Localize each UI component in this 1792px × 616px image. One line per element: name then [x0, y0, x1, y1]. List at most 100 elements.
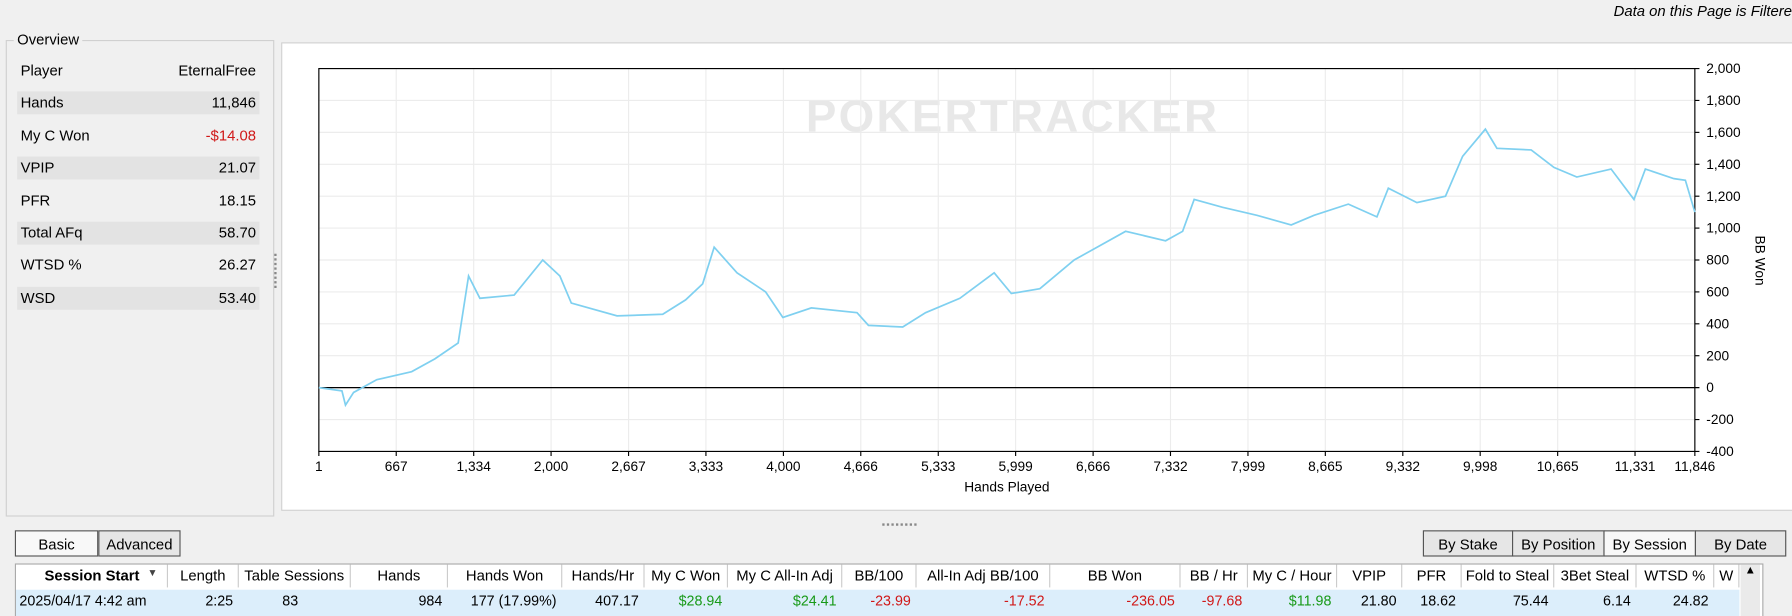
x-tick-label: 9,998	[1463, 459, 1498, 474]
overview-row: Total AFq 58.70	[17, 221, 260, 245]
selected-row[interactable]	[15, 589, 1740, 616]
x-tick-label: 11,331	[1615, 459, 1656, 474]
table-cell: -23.99	[870, 593, 911, 610]
splitter[interactable]	[274, 253, 279, 288]
plot-frame	[318, 67, 1696, 452]
overview-value: 26.27	[218, 256, 256, 274]
overview-value: -$14.08	[205, 126, 256, 144]
column-header[interactable]: Hands	[351, 564, 448, 588]
table-cell: 407.17	[595, 593, 639, 610]
y-axis-title: BB Won	[1752, 236, 1767, 286]
x-tick-label: 6,666	[1076, 459, 1111, 474]
y-tick-label: 1,400	[1706, 157, 1741, 172]
x-axis-title: Hands Played	[964, 479, 1049, 494]
column-header[interactable]: My C Won	[645, 564, 728, 588]
column-header[interactable]: My C All-In Adj	[728, 564, 843, 588]
table-cell: 6.14	[1603, 593, 1631, 610]
x-tick-label: 2,000	[534, 459, 569, 474]
overview-row: Hands 11,846	[17, 91, 260, 115]
table-cell: -236.05	[1126, 593, 1175, 610]
x-tick-label: 2,667	[611, 459, 645, 474]
x-tick-label: 10,665	[1537, 459, 1579, 474]
overview-label: Hands	[20, 94, 64, 112]
group-button[interactable]: By Date	[1694, 530, 1787, 557]
overview-label: WSD	[20, 288, 56, 307]
overview-value: 53.40	[218, 288, 256, 307]
column-header[interactable]: BB Won	[1050, 564, 1181, 588]
x-tick-label: 5,999	[998, 459, 1032, 474]
column-header[interactable]: Length	[168, 564, 239, 588]
overview-label: PFR	[20, 191, 51, 209]
overview-label: Total AFq	[20, 223, 83, 242]
overview-row: PFR 18.15	[17, 189, 259, 212]
y-tick-label: 400	[1706, 316, 1729, 331]
sort-arrow: ▼	[147, 566, 158, 579]
overview-row: WTSD % 26.27	[17, 254, 259, 277]
table-cell: $28.94	[678, 593, 723, 610]
y-tick-label: 0	[1706, 380, 1714, 395]
column-header[interactable]: PFR	[1402, 564, 1462, 588]
overview-value: 21.07	[218, 159, 256, 177]
overview-panel	[5, 39, 275, 517]
y-tick-label: 1,800	[1706, 93, 1741, 108]
group-button[interactable]: By Session	[1603, 530, 1696, 557]
splitter[interactable]	[882, 523, 917, 528]
table-cell: $24.41	[792, 593, 837, 610]
column-header[interactable]: Hands/Hr	[562, 564, 645, 588]
overview-row: VPIP 21.07	[17, 156, 260, 180]
view-button[interactable]: Advanced	[98, 530, 181, 557]
overview-value: EternalFree	[178, 61, 256, 79]
table-cell: 2025/04/17 4:42 am	[19, 593, 147, 610]
table-cell: -17.52	[1004, 593, 1045, 610]
column-header[interactable]: BB/100	[842, 564, 917, 588]
x-tick-label: 667	[385, 459, 408, 474]
column-header[interactable]: My C / Hour	[1248, 564, 1338, 588]
x-tick-label: 3,333	[689, 459, 724, 474]
x-tick-label: 4,666	[844, 459, 879, 474]
column-header[interactable]: VPIP	[1337, 564, 1403, 588]
column-header[interactable]: W	[1714, 564, 1740, 588]
y-tick-label: 200	[1706, 348, 1729, 363]
table-cell: 21.80	[1360, 593, 1397, 610]
overview-label: My C Won	[20, 126, 90, 144]
overview-label: WTSD %	[20, 256, 82, 274]
column-header[interactable]: WTSD %	[1637, 564, 1715, 588]
overview-row: WSD 53.40	[17, 286, 260, 310]
overview-value: 18.15	[218, 191, 256, 209]
overview-label: Player	[20, 61, 63, 79]
x-tick-label: 1	[315, 459, 323, 474]
column-header[interactable]: All-In Adj BB/100	[917, 564, 1051, 588]
column-header[interactable]: Hands Won	[448, 564, 563, 588]
table-cell: 75.44	[1512, 593, 1549, 610]
y-tick-label: 800	[1706, 253, 1729, 268]
table-cell: 83	[282, 593, 299, 610]
view-button[interactable]: Basic	[14, 530, 99, 557]
table-cell: 177 (17.99%)	[470, 593, 557, 610]
y-tick-label: 1,000	[1706, 221, 1741, 236]
y-tick-label: 1,200	[1706, 189, 1741, 204]
y-tick-label: 1,600	[1706, 125, 1741, 140]
x-tick-label: 7,332	[1153, 459, 1187, 474]
watermark: POKERTRACKER	[806, 90, 1219, 141]
table-cell: 984	[418, 593, 443, 610]
scrollbar[interactable]: ▲	[1740, 564, 1760, 616]
column-header[interactable]: Fold to Steal	[1462, 564, 1555, 588]
column-header[interactable]: Table Sessions	[239, 564, 351, 588]
column-header[interactable]: 3Bet Steal	[1554, 564, 1637, 588]
x-tick-label: 8,665	[1308, 459, 1343, 474]
table-cell: 2:25	[205, 593, 234, 610]
table-cell: $11.98	[1288, 593, 1332, 610]
overview-value: 58.70	[218, 223, 256, 242]
overview-row: My C Won -$14.08	[17, 124, 259, 147]
overview-title: Overview	[13, 30, 83, 48]
chart: POKERTRACKER 1 667 1,334 2,000 2,667 3,333 4,00…	[315, 61, 1767, 494]
column-header[interactable]: BB / Hr	[1181, 564, 1248, 588]
table-cell: 18.62	[1420, 593, 1456, 610]
y-tick-label: -200	[1706, 412, 1734, 427]
group-button[interactable]: By Position	[1511, 530, 1605, 557]
table-cell: -97.68	[1201, 593, 1243, 610]
group-button[interactable]: By Stake	[1422, 530, 1514, 557]
column-header[interactable]: Session Start	[17, 564, 168, 588]
overview-row: Player EternalFree	[17, 59, 259, 82]
